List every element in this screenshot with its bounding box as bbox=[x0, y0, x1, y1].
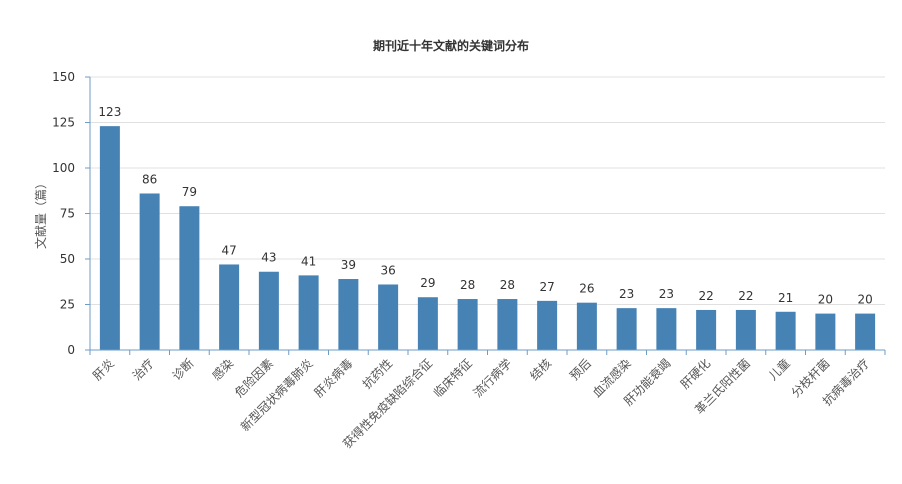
y-tick-label: 100 bbox=[52, 161, 75, 175]
data-labels: 123 86 79 47 43 41 39 36 29 28 28 27 26 23 23 22 22 21 20 2… bbox=[98, 105, 872, 306]
data-label: 23 bbox=[619, 287, 634, 301]
x-tick-label: 诊断 bbox=[169, 356, 197, 384]
bar bbox=[537, 300, 558, 350]
bar bbox=[298, 275, 319, 350]
x-tick-label: 儿童 bbox=[765, 356, 793, 384]
y-axis-ticks: 0 25 50 75 100 125 150 bbox=[52, 70, 90, 357]
data-label: 36 bbox=[380, 263, 395, 277]
data-label: 86 bbox=[142, 172, 157, 186]
bar bbox=[378, 284, 399, 350]
data-label: 23 bbox=[659, 287, 674, 301]
bar bbox=[815, 313, 836, 350]
x-tick-label: 肝炎病毒 bbox=[311, 356, 356, 401]
bar bbox=[99, 126, 120, 350]
bar bbox=[656, 308, 677, 350]
bar bbox=[417, 297, 438, 350]
x-tick-label: 抗药性 bbox=[359, 356, 395, 392]
data-label: 28 bbox=[460, 278, 475, 292]
grid-lines bbox=[90, 76, 885, 305]
data-label: 79 bbox=[182, 185, 197, 199]
data-label: 41 bbox=[301, 254, 316, 268]
bar bbox=[576, 302, 597, 350]
bar bbox=[139, 193, 160, 350]
data-label: 27 bbox=[539, 280, 554, 294]
bars bbox=[99, 126, 876, 350]
data-label: 28 bbox=[500, 278, 515, 292]
y-tick-label: 25 bbox=[60, 298, 75, 312]
data-label: 39 bbox=[341, 258, 356, 272]
data-label: 47 bbox=[221, 243, 236, 257]
bar bbox=[775, 311, 796, 350]
x-tick-label: 治疗 bbox=[130, 356, 157, 383]
bar bbox=[696, 309, 717, 350]
data-label: 123 bbox=[98, 105, 121, 119]
bar bbox=[616, 308, 637, 350]
data-label: 43 bbox=[261, 251, 276, 265]
x-tick-label: 肝硬化 bbox=[678, 356, 713, 391]
x-tick-label: 感染 bbox=[209, 356, 237, 384]
bar bbox=[497, 299, 518, 350]
y-tick-label: 75 bbox=[60, 207, 75, 221]
x-tick-label: 肝炎 bbox=[90, 356, 117, 383]
bar bbox=[258, 271, 279, 350]
bar bbox=[855, 313, 876, 350]
x-tick-label: 结核 bbox=[527, 356, 554, 383]
data-label: 22 bbox=[738, 289, 753, 303]
data-label: 29 bbox=[420, 276, 435, 290]
y-axis-label: 文献量（篇） bbox=[33, 177, 48, 249]
bar bbox=[338, 279, 359, 350]
y-tick-label: 125 bbox=[52, 116, 75, 130]
y-tick-label: 150 bbox=[52, 70, 75, 84]
bar bbox=[179, 206, 200, 350]
y-tick-label: 0 bbox=[67, 343, 75, 357]
x-tick-label: 流行病学 bbox=[470, 356, 515, 401]
x-tick-label: 新型冠状病毒肺炎 bbox=[237, 356, 315, 434]
y-tick-label: 50 bbox=[60, 252, 75, 266]
data-label: 21 bbox=[778, 291, 793, 305]
bar bbox=[219, 264, 240, 350]
bar bbox=[735, 309, 756, 350]
data-label: 20 bbox=[857, 293, 872, 307]
data-label: 26 bbox=[579, 282, 594, 296]
chart-title: 期刊近十年文献的关键词分布 bbox=[373, 38, 529, 53]
x-tick-label: 临床特征 bbox=[430, 356, 475, 401]
data-label: 20 bbox=[818, 293, 833, 307]
bar bbox=[457, 299, 478, 350]
data-label: 22 bbox=[698, 289, 713, 303]
x-tick-label: 预后 bbox=[567, 356, 594, 383]
